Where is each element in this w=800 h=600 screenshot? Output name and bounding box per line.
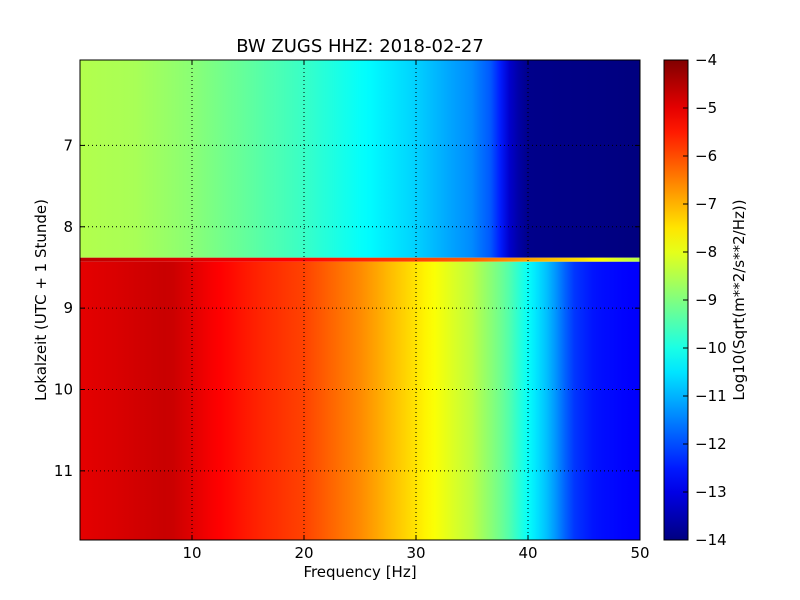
- colorbar-ticks: −4 −5 −6 −7 −8 −9 −10 −11 −12 −13 −14: [683, 51, 727, 549]
- x-tick-label: 10: [182, 544, 201, 562]
- spectrogram-heatmap: [80, 60, 640, 540]
- y-tick-label: 10: [54, 380, 73, 398]
- x-tick-label: 50: [630, 544, 649, 562]
- colorbar-tick-label: −11: [695, 387, 727, 405]
- colorbar-tick-label: −4: [695, 51, 717, 69]
- colorbar-tick-label: −14: [695, 531, 727, 549]
- colorbar-tick-label: −12: [695, 435, 727, 453]
- chart-title: BW ZUGS HHZ: 2018-02-27: [236, 36, 484, 57]
- colorbar-tick-label: −9: [695, 291, 717, 309]
- y-axis-label: Lokalzeit (UTC + 1 Stunde): [32, 199, 50, 401]
- colorbar-tick-label: −5: [695, 99, 717, 117]
- colorbar: −4 −5 −6 −7 −8 −9 −10 −11 −12 −13 −14 Log10(Sqrt(m…: [663, 51, 748, 549]
- spectrogram-plot: 10 20 30 40 50 7 8 9 10 11: [54, 59, 650, 562]
- y-tick-label: 8: [63, 218, 73, 236]
- y-tick-label: 11: [54, 462, 73, 480]
- x-axis-label: Frequency [Hz]: [303, 563, 416, 581]
- colorbar-label: Log10(Sqrt(m**2/s**2/Hz)): [730, 199, 748, 400]
- plot-frame: [79, 59, 641, 541]
- colorbar-tick-label: −8: [695, 243, 717, 261]
- heatmap-segment-after: [80, 261, 640, 540]
- grid-lines: [80, 60, 640, 540]
- x-tick-label: 30: [406, 544, 425, 562]
- y-tick-label: 9: [63, 299, 73, 317]
- colorbar-tick-label: −7: [695, 195, 717, 213]
- colorbar-tick-label: −6: [695, 147, 717, 165]
- x-tick-label: 40: [518, 544, 537, 562]
- y-tick-label: 7: [63, 136, 73, 154]
- colorbar-tick-label: −10: [695, 339, 727, 357]
- x-axis-ticks: 10 20 30 40 50: [182, 60, 650, 562]
- x-tick-label: 20: [294, 544, 313, 562]
- heatmap-segment-before: [80, 60, 640, 258]
- y-axis-ticks: 7 8 9 10 11: [54, 136, 640, 480]
- colorbar-tick-label: −13: [695, 483, 727, 501]
- heatmap-segment-transition: [80, 257, 640, 262]
